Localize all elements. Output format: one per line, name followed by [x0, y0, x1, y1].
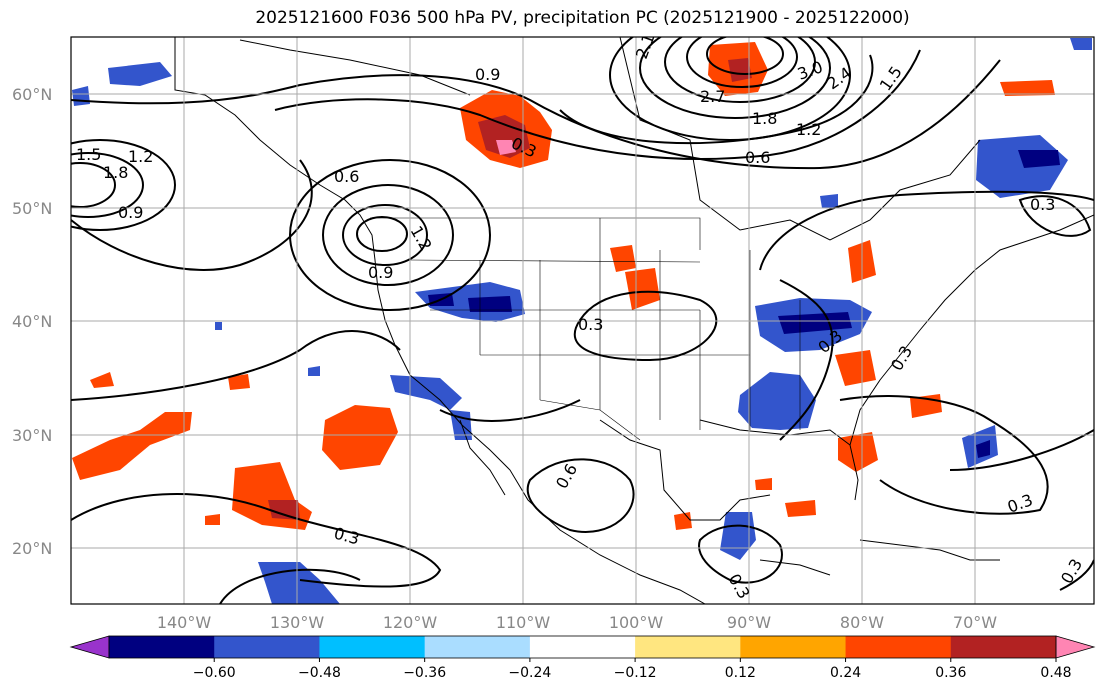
colorbar-extend-high: [1055, 635, 1096, 659]
contour-label: 0.9: [118, 203, 143, 222]
lon-label: 100°W: [609, 613, 664, 632]
precip-negative-area: [108, 62, 172, 86]
colorbar-swatch: [845, 636, 952, 658]
contour-label: 0.6: [334, 167, 359, 186]
colorbar-label: 0.12: [725, 665, 756, 681]
colorbar-swatch: [214, 636, 320, 658]
contour-label: 0.3: [578, 315, 603, 334]
lat-label: 50°N: [12, 199, 52, 218]
lon-label: 70°W: [953, 613, 997, 632]
colorbar-label: 0.48: [1040, 665, 1071, 681]
precip-negative-core: [778, 312, 852, 334]
precip-positive-area: [838, 432, 878, 472]
colorbar-extend-low: [69, 635, 110, 659]
contour-label: 0.9: [368, 263, 393, 282]
contour-label: 1.2: [128, 147, 153, 166]
precip-positive-area: [625, 268, 660, 310]
colorbar-swatch: [635, 636, 741, 658]
precip-positive-area: [610, 245, 636, 272]
colorbar: −0.60 −0.48 −0.36 −0.24 −0.12 0.12 0.24 0.36 0.4…: [69, 635, 1096, 681]
precip-negative-area: [820, 194, 838, 208]
contour-label: 0.3: [1030, 195, 1055, 214]
colorbar-swatch: [109, 636, 215, 658]
colorbar-swatch: [319, 636, 426, 658]
precip-negative-area: [215, 322, 222, 330]
lon-label: 140°W: [157, 613, 212, 632]
lat-label: 30°N: [12, 426, 52, 445]
precip-peak: [496, 140, 516, 155]
colorbar-label: −0.24: [508, 665, 551, 681]
precip-positive-area: [72, 412, 192, 480]
map-title: 2025121600 F036 500 hPa PV, precipitatio…: [255, 8, 910, 28]
colorbar-swatch: [424, 636, 531, 658]
colorbar-frame: [108, 635, 1057, 659]
coastlines: [174, 37, 1094, 604]
contour-label: 2.7: [700, 87, 725, 106]
contour-label: 1.2: [796, 120, 821, 139]
lon-label: 110°W: [496, 613, 551, 632]
precip-positive-area: [322, 405, 398, 470]
precip-negative-area: [738, 372, 816, 430]
colorbar-swatch: [529, 636, 636, 658]
colorbar-swatch: [950, 636, 1057, 658]
colorbar-label: −0.48: [298, 665, 341, 681]
precip-shading: [72, 38, 1092, 604]
precip-negative-area: [1070, 38, 1092, 50]
precip-positive-area: [228, 374, 250, 390]
colorbar-label: −0.12: [614, 665, 657, 681]
lon-label: 120°W: [383, 613, 438, 632]
lat-label: 20°N: [12, 539, 52, 558]
colorbar-label: −0.60: [193, 665, 236, 681]
contour-label: 1.5: [76, 145, 101, 164]
precip-negative-area: [308, 366, 320, 376]
precip-positive-area: [90, 372, 114, 388]
colorbar-swatch: [740, 636, 847, 658]
colorbar-label: 0.24: [830, 665, 861, 681]
lon-label: 130°W: [270, 613, 325, 632]
precip-positive-core: [478, 115, 530, 158]
precip-negative-area: [390, 375, 462, 410]
longitude-labels: 140°W 130°W 120°W 110°W 100°W 90°W 80°W …: [157, 613, 997, 632]
precip-positive-core: [728, 58, 752, 82]
lat-label: 40°N: [12, 312, 52, 331]
lon-label: 80°W: [840, 613, 884, 632]
precip-positive-area: [755, 478, 772, 490]
lon-label: 90°W: [727, 613, 771, 632]
contour-label: 0.9: [475, 65, 500, 84]
contour-label: 1.8: [103, 163, 128, 182]
precip-negative-core: [1018, 150, 1060, 168]
latitude-labels: 60°N 50°N 40°N 30°N 20°N: [12, 85, 52, 558]
map-frame: [70, 36, 1095, 605]
lat-label: 60°N: [12, 85, 52, 104]
precip-negative-core: [976, 440, 990, 458]
contour-label: 1.8: [752, 109, 777, 128]
gridlines: [71, 37, 1094, 604]
precip-negative-core: [468, 296, 512, 312]
precip-positive-area: [1000, 80, 1055, 96]
precip-positive-area: [674, 512, 692, 530]
colorbar-label: 0.36: [935, 665, 966, 681]
state-borders: [370, 217, 801, 441]
precip-positive-core: [268, 500, 300, 520]
precip-positive-area: [785, 500, 816, 517]
precip-positive-area: [835, 350, 876, 386]
colorbar-label: −0.36: [403, 665, 446, 681]
contour-label: 0.6: [745, 148, 770, 167]
precip-positive-area: [205, 514, 220, 525]
